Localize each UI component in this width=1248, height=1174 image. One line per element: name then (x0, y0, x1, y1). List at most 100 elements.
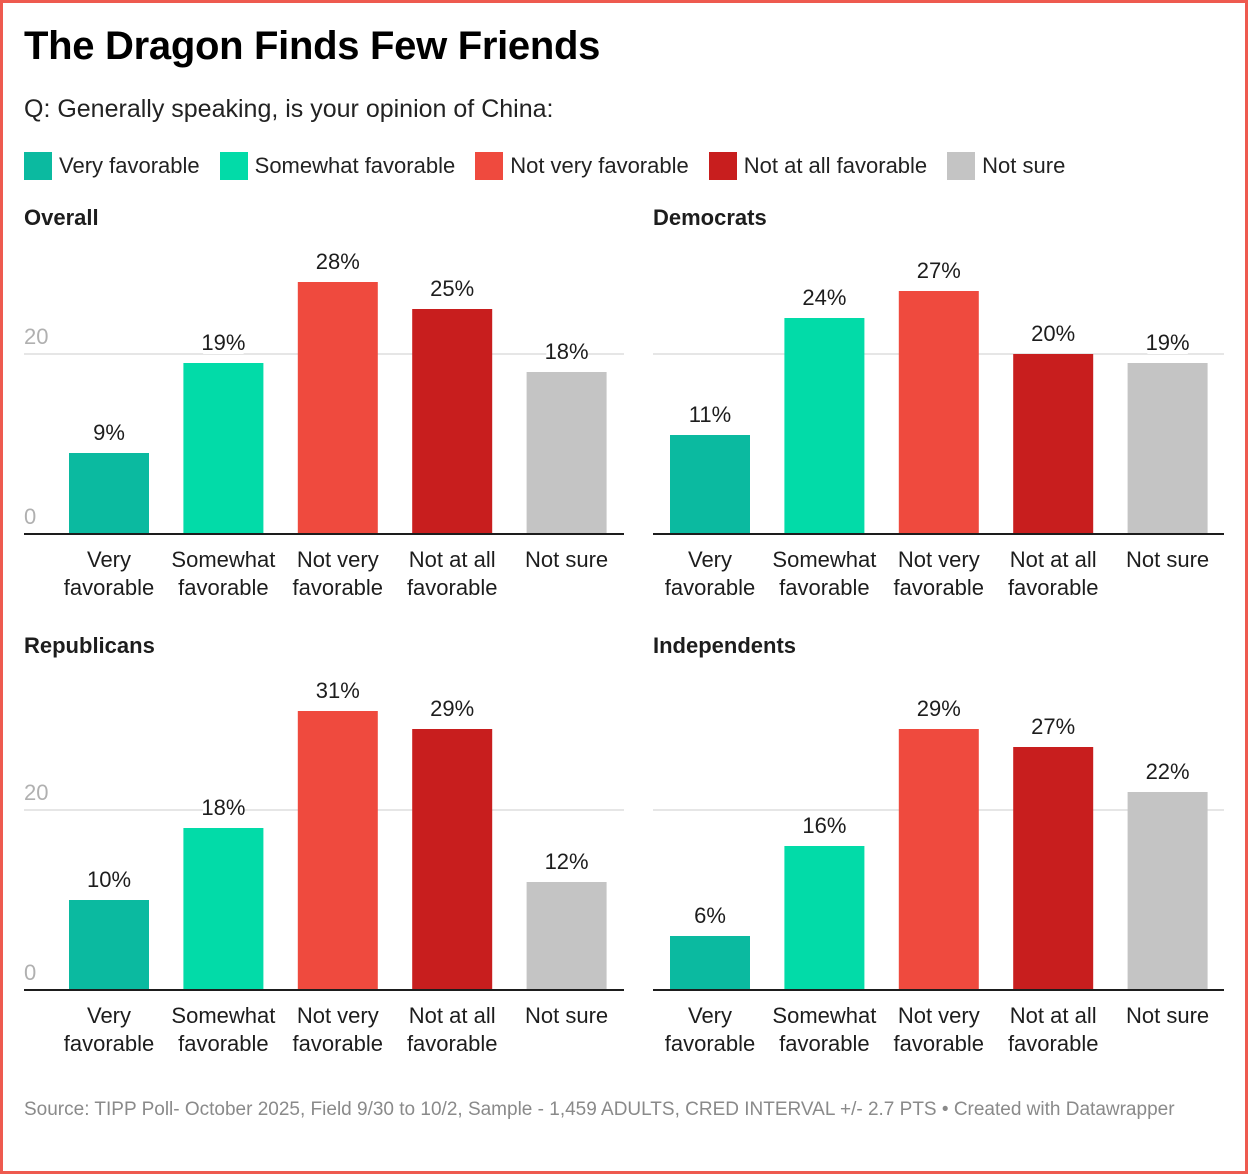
footer-source: Source: TIPP Poll- October 2025, Field 9… (24, 1099, 1175, 1120)
value-label: 24% (802, 285, 846, 310)
bar-not-sure (1127, 792, 1208, 990)
x-tick-label: favorable (1008, 1031, 1099, 1056)
value-label-bg (1147, 330, 1188, 354)
value-label: 18% (201, 795, 245, 820)
bar-not-very-favorable (297, 711, 378, 990)
bar-somewhat-favorable (183, 828, 264, 990)
x-tick-label: Not sure (1126, 1003, 1209, 1028)
value-label: 19% (201, 330, 245, 355)
panel-title-republicans: Republicans (24, 633, 155, 658)
value-label-bg (546, 849, 587, 873)
x-tick-label: Very (87, 1003, 131, 1028)
value-label: 9% (93, 420, 125, 445)
value-label-bg (203, 330, 244, 354)
value-label: 20% (1031, 321, 1075, 346)
bar-not-at-all-favorable (412, 729, 493, 990)
bar-not-sure (1127, 363, 1208, 534)
value-label-bg (918, 696, 960, 720)
bar-very-favorable (670, 936, 750, 990)
legend-swatch (947, 152, 976, 180)
x-tick-label: favorable (665, 1031, 756, 1056)
bar-not-very-favorable (898, 729, 979, 990)
value-label-bg (431, 696, 473, 720)
panel-republicans: 0 20 10% Very favorable 18% Somewhat favorable 3… (24, 678, 624, 1056)
value-label: 18% (545, 339, 589, 364)
value-label: 10% (87, 867, 131, 892)
y-tick-label: 20 (24, 780, 48, 805)
x-tick-label: Not sure (525, 1003, 608, 1028)
x-tick-label: favorable (64, 1031, 155, 1056)
x-tick-label: favorable (665, 575, 756, 600)
value-label: 27% (1031, 714, 1075, 739)
value-label: 29% (917, 696, 961, 721)
x-tick-label: Not at all (1010, 547, 1097, 572)
value-label: 28% (316, 249, 360, 274)
x-tick-label: favorable (178, 575, 269, 600)
x-tick-label: favorable (894, 1031, 985, 1056)
x-tick-label: Not very (898, 1003, 980, 1028)
bar-not-at-all-favorable (412, 309, 493, 534)
x-tick-label: favorable (779, 1031, 870, 1056)
x-tick-label: favorable (293, 575, 384, 600)
value-label: 19% (1146, 330, 1190, 355)
legend-item-not-very-favorable: Not very favorable (475, 152, 689, 180)
bar-not-very-favorable (297, 282, 378, 534)
value-label: 22% (1146, 759, 1190, 784)
x-tick-label: Somewhat (171, 547, 275, 572)
bar-very-favorable (69, 453, 149, 534)
value-label-bg (88, 867, 130, 891)
legend-item-very-favorable: Very favorable (24, 152, 200, 180)
x-tick-label: Not sure (1126, 547, 1209, 572)
x-tick-label: favorable (1008, 575, 1099, 600)
value-label-bg (546, 339, 587, 363)
x-tick-label: favorable (293, 1031, 384, 1056)
value-label-bg (203, 795, 244, 819)
chart-title: The Dragon Finds Few Friends (24, 24, 601, 68)
legend-swatch (219, 152, 248, 180)
bar-very-favorable (69, 900, 149, 990)
legend-label: Not at all favorable (743, 153, 928, 178)
x-tick-label: favorable (894, 575, 985, 600)
x-tick-label: Not very (898, 547, 980, 572)
legend-item-not-at-all-favorable: Not at all favorable (708, 152, 928, 180)
legend-label: Very favorable (59, 153, 200, 178)
value-label-bg (1032, 321, 1074, 345)
bar-somewhat-favorable (784, 846, 865, 990)
value-label: 16% (802, 813, 846, 838)
bar-not-sure (526, 882, 607, 990)
value-label-bg (1147, 759, 1188, 783)
x-tick-label: Not sure (525, 547, 608, 572)
panel-title-democrats: Democrats (653, 205, 767, 230)
bar-not-at-all-favorable (1013, 747, 1094, 990)
legend-label: Not sure (982, 153, 1066, 178)
x-tick-label: favorable (407, 1031, 498, 1056)
chart-subtitle: Q: Generally speaking, is your opinion o… (24, 95, 554, 123)
x-tick-label: Very (87, 547, 131, 572)
value-label-bg (804, 285, 845, 309)
panel-independents: 6% Very favorable 16% Somewhat favorable 29% No… (653, 696, 1224, 1056)
value-label: 25% (430, 276, 474, 301)
value-label: 11% (689, 402, 731, 427)
legend-item-not-sure: Not sure (947, 152, 1065, 180)
value-label-bg (317, 678, 359, 702)
value-label-bg (431, 276, 473, 300)
x-tick-label: favorable (779, 575, 870, 600)
value-label: 31% (316, 678, 360, 703)
value-label: 6% (694, 903, 726, 928)
legend-label: Somewhat favorable (254, 153, 456, 178)
x-tick-label: Somewhat (772, 1003, 876, 1028)
panel-democrats: 11% Very favorable 24% Somewhat favorable 27% N… (653, 258, 1224, 600)
x-tick-label: Very (688, 1003, 732, 1028)
legend-swatch (24, 152, 52, 180)
legend-item-somewhat-favorable: Somewhat favorable (219, 152, 456, 180)
x-tick-label: Somewhat (772, 547, 876, 572)
value-label-bg (94, 420, 124, 444)
panel-overall: 0 20 9% Very favorable 19% Somewhat favorable 28… (24, 249, 624, 600)
value-label-bg (918, 258, 960, 282)
legend-swatch (475, 152, 504, 180)
value-label-bg (317, 249, 359, 273)
x-tick-label: Not at all (409, 547, 496, 572)
y-tick-label: 20 (24, 324, 48, 349)
